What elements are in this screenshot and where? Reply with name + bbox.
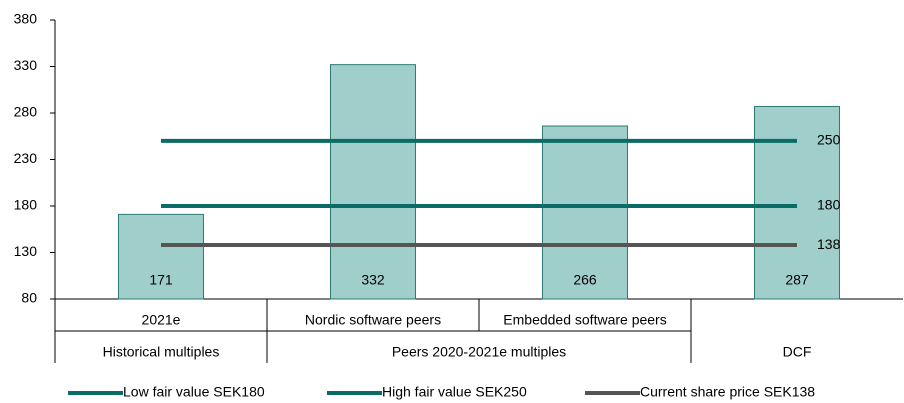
legend-label: High fair value SEK250 [382,384,527,400]
bar [118,213,204,300]
x-tick-label: Embedded software peers [503,312,666,328]
x-tick-label: Nordic software peers [305,312,441,328]
legend-label: Current share price SEK138 [640,384,815,400]
data-label: 266 [573,272,597,288]
data-label: 287 [785,272,809,288]
bar [754,105,840,300]
group-label: Historical multiples [103,344,220,360]
x-tick-label: 2021e [142,312,181,328]
y-tick-label: 230 [14,150,38,166]
y-tick-label: 80 [21,290,37,306]
y-tick-label: 180 [14,197,38,213]
y-tick-label: 330 [14,57,38,73]
reference-label: 138 [817,236,841,252]
data-label: 332 [361,272,385,288]
legend-label: Low fair value SEK180 [123,384,265,400]
bar [330,64,416,300]
data-label: 171 [149,272,173,288]
bar [542,125,628,300]
y-tick-label: 280 [14,104,38,120]
y-tick-label: 380 [14,11,38,27]
reference-label: 250 [817,132,841,148]
group-label: DCF [783,344,812,360]
group-label: Peers 2020-2021e multiples [392,344,566,360]
reference-label: 180 [817,197,841,213]
y-tick-label: 130 [14,243,38,259]
